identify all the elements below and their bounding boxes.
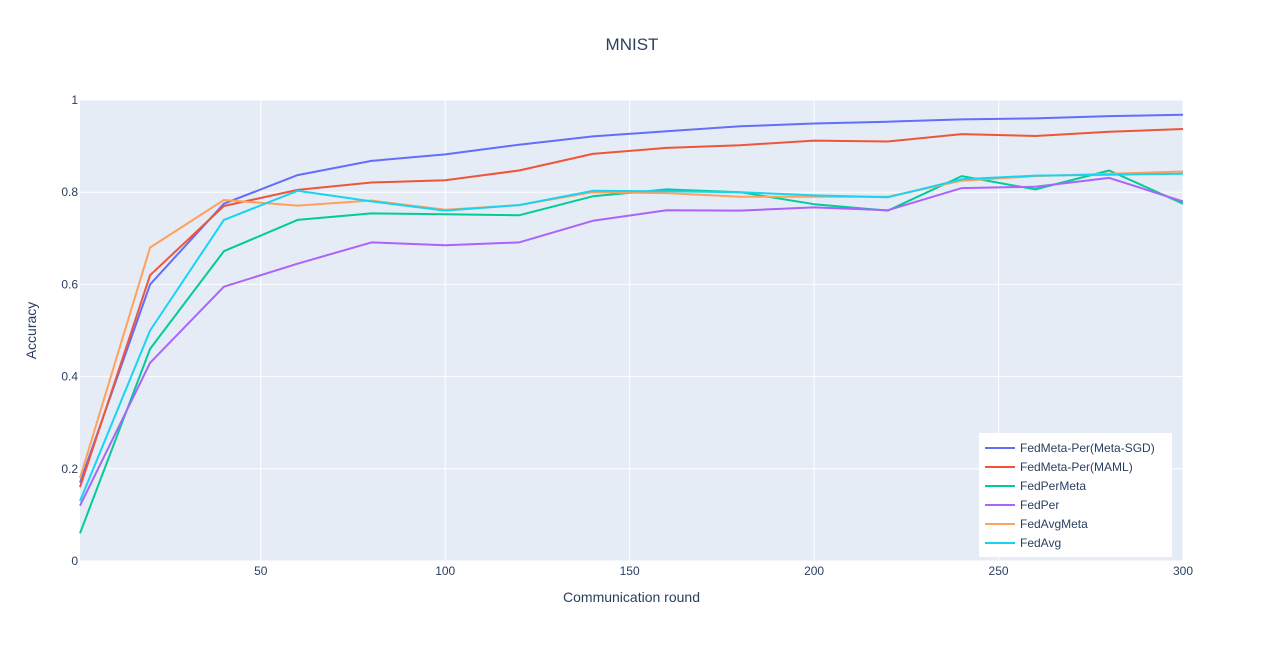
legend-item[interactable]: FedAvg <box>985 536 1061 550</box>
series-line <box>79 128 1184 488</box>
legend-item[interactable]: FedPerMeta <box>985 479 1086 493</box>
series-line <box>79 172 1184 502</box>
legend-box <box>979 433 1172 557</box>
y-tick-label: 0.2 <box>61 462 78 476</box>
series-line <box>79 176 1184 507</box>
legend-label: FedPerMeta <box>1020 479 1086 493</box>
legend-label: FedAvgMeta <box>1020 517 1088 531</box>
legend[interactable]: FedMeta-Per(Meta-SGD) FedMeta-Per(MAML) Fe… <box>979 433 1172 557</box>
x-tick-label: 200 <box>804 564 824 578</box>
y-tick-label: 0.8 <box>61 185 78 199</box>
y-tick-label: 1 <box>71 93 78 107</box>
y-tick-label: 0.4 <box>61 370 78 384</box>
chart-title: MNIST <box>606 35 659 54</box>
legend-label: FedMeta-Per(Meta-SGD) <box>1020 441 1155 455</box>
legend-label: FedPer <box>1020 498 1059 512</box>
legend-item[interactable]: FedMeta-Per(Meta-SGD) <box>985 441 1155 455</box>
x-axis-title: Communication round <box>563 589 700 605</box>
series-line <box>79 113 1184 483</box>
legend-item[interactable]: FedAvgMeta <box>985 517 1088 531</box>
x-tick-label: 150 <box>620 564 640 578</box>
legend-item[interactable]: FedMeta-Per(MAML) <box>985 460 1133 474</box>
y-tick-label: 0.6 <box>61 277 78 291</box>
x-tick-label: 250 <box>989 564 1009 578</box>
series-lines <box>79 113 1184 534</box>
legend-item[interactable]: FedPer <box>985 498 1059 512</box>
legend-label: FedMeta-Per(MAML) <box>1020 460 1133 474</box>
y-axis-title: Accuracy <box>23 302 39 360</box>
y-tick-label: 0 <box>71 554 78 568</box>
tick-labels: 50 100 150 200 250 300 0 0.2 0.4 0.6 0.8 1 <box>61 93 1193 578</box>
x-tick-label: 100 <box>435 564 455 578</box>
x-tick-label: 300 <box>1173 564 1193 578</box>
x-tick-label: 50 <box>254 564 268 578</box>
legend-label: FedAvg <box>1020 536 1061 550</box>
